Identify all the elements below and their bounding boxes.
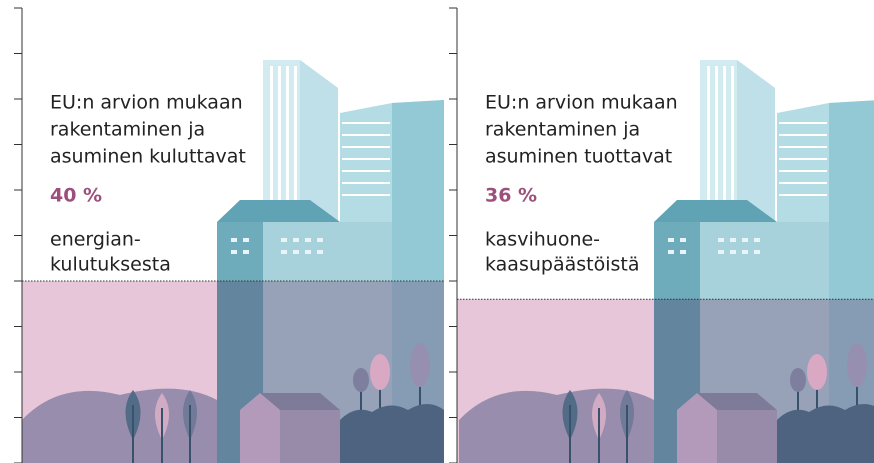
caption-line: kaasupäästöistä xyxy=(485,254,640,276)
caption-line: energian- xyxy=(50,229,141,251)
intro-line: EU:n arvion mukaan xyxy=(485,92,678,114)
value-label: 40 % xyxy=(50,185,102,207)
caption-line: kasvihuone- xyxy=(485,229,600,251)
caption-line: kulutuksesta xyxy=(50,254,171,276)
fill-level xyxy=(22,281,444,463)
intro-line: asuminen tuottavat xyxy=(485,146,672,168)
intro-line: EU:n arvion mukaan xyxy=(50,92,243,114)
intro-line: rakentaminen ja xyxy=(50,119,205,141)
fill-level xyxy=(457,299,874,463)
intro-line: rakentaminen ja xyxy=(485,119,640,141)
intro-line: asuminen kuluttavat xyxy=(50,146,246,168)
value-label: 36 % xyxy=(485,185,537,207)
